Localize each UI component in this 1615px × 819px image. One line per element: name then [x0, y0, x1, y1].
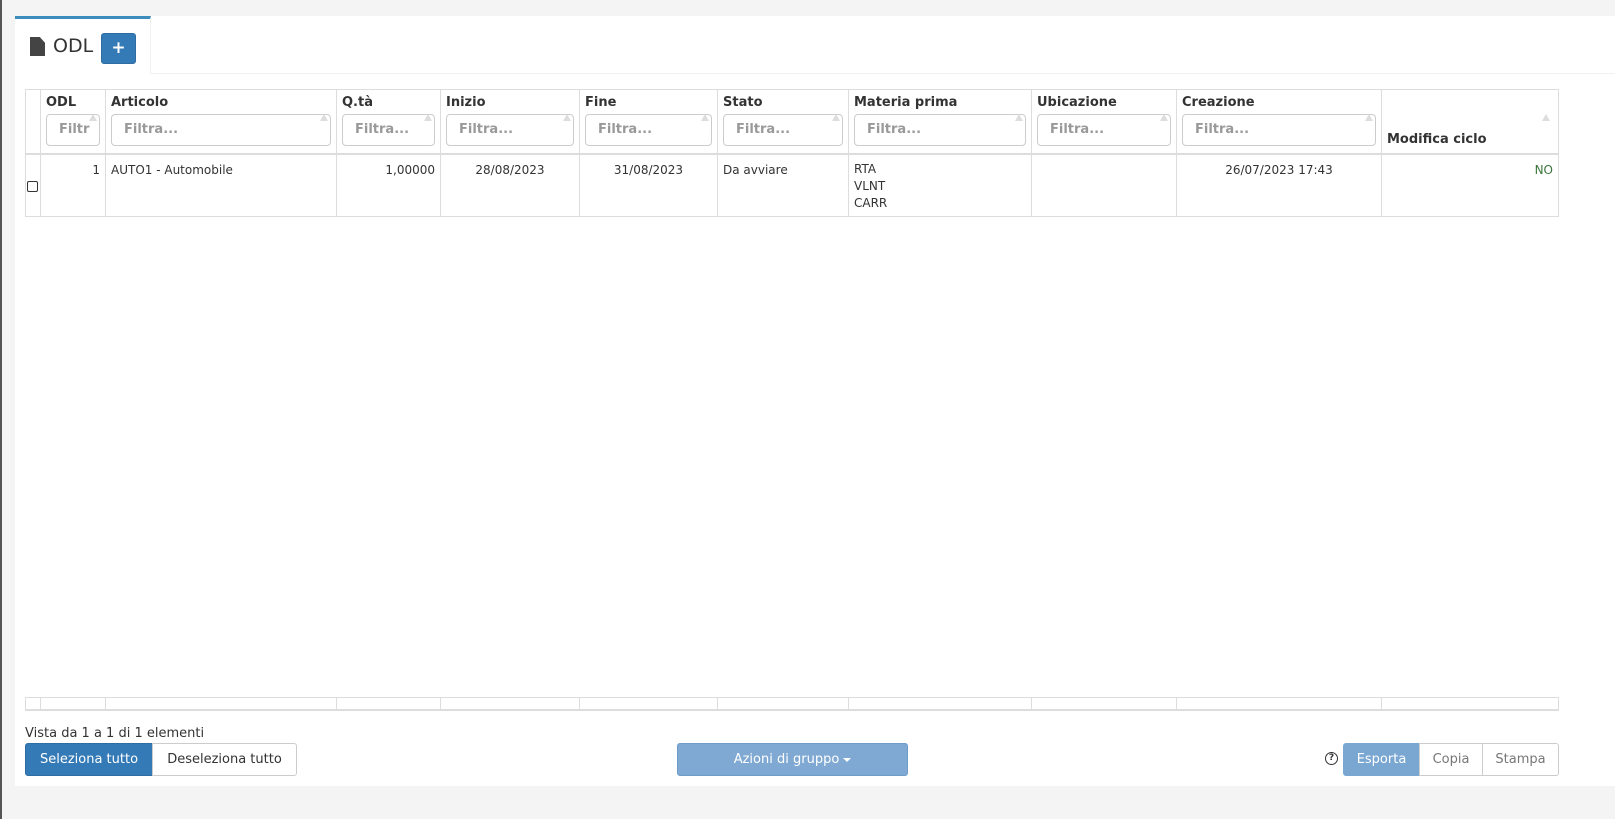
col-odl[interactable]: ODL Filtr	[40, 89, 106, 155]
main-panel: ODL + ODL Filtr Articolo Filtra... Q.tà Fil…	[15, 16, 1615, 786]
col-label: Inizio	[446, 95, 486, 110]
col-label: Ubicazione	[1037, 95, 1117, 110]
header-row: ODL Filtr Articolo Filtra... Q.tà Filtra...…	[25, 89, 1559, 155]
caret-down-icon	[843, 757, 852, 762]
sort-icon[interactable]	[832, 114, 840, 121]
filter-fine[interactable]: Filtra...	[585, 114, 712, 146]
col-label: Modifica ciclo	[1387, 131, 1487, 147]
select-column-header	[25, 89, 41, 155]
print-button[interactable]: Stampa	[1482, 743, 1559, 776]
select-all-button[interactable]: Seleziona tutto	[25, 743, 153, 776]
table-scroll-area	[26, 217, 1559, 698]
filter-materia-prima[interactable]: Filtra...	[854, 114, 1026, 146]
sort-icon[interactable]	[701, 114, 709, 121]
cell-ubicazione	[1031, 153, 1177, 217]
col-label: Stato	[723, 95, 763, 110]
cell-stato: Da avviare	[717, 153, 849, 217]
sort-icon[interactable]	[1542, 114, 1550, 121]
group-actions-label: Azioni di gruppo	[733, 752, 840, 767]
sort-icon[interactable]	[320, 114, 328, 121]
left-border	[0, 0, 2, 819]
materia-item: CARR	[854, 195, 888, 210]
filter-ubicazione[interactable]: Filtra...	[1037, 114, 1171, 146]
sort-icon[interactable]	[1015, 114, 1023, 121]
col-inizio[interactable]: Inizio Filtra...	[440, 89, 580, 155]
filter-articolo[interactable]: Filtra...	[111, 114, 331, 146]
row-checkbox-cell	[25, 153, 41, 217]
export-button[interactable]: Esporta	[1343, 743, 1420, 776]
filter-creazione[interactable]: Filtra...	[1182, 114, 1376, 146]
col-label: Fine	[585, 95, 617, 110]
filter-inizio[interactable]: Filtra...	[446, 114, 574, 146]
cell-modifica-ciclo: NO	[1381, 153, 1559, 217]
deselect-all-button[interactable]: Deseleziona tutto	[152, 743, 297, 776]
col-label: Materia prima	[854, 95, 958, 110]
filter-qta[interactable]: Filtra...	[342, 114, 435, 146]
help-icon[interactable]: ?	[1325, 752, 1338, 765]
cell-fine: 31/08/2023	[579, 153, 718, 217]
tab-odl[interactable]: ODL +	[15, 16, 151, 74]
table-info: Vista da 1 a 1 di 1 elementi	[25, 726, 205, 741]
materia-item: VLNT	[854, 178, 886, 193]
col-ubicazione[interactable]: Ubicazione Filtra...	[1031, 89, 1177, 155]
tab-title: ODL	[53, 35, 94, 57]
cell-materia-prima: RTA VLNT CARR	[848, 153, 1032, 217]
sort-icon[interactable]	[424, 114, 432, 121]
table-row[interactable]: 1 AUTO1 - Automobile 1,00000 28/08/2023 …	[25, 153, 1559, 217]
cell-articolo: AUTO1 - Automobile	[105, 153, 337, 217]
sort-icon[interactable]	[1160, 114, 1168, 121]
tab-bar: ODL +	[15, 16, 1615, 74]
cell-creazione: 26/07/2023 17:43	[1176, 153, 1382, 217]
cell-odl: 1	[40, 153, 106, 217]
sort-icon[interactable]	[1365, 114, 1373, 121]
col-modifica-ciclo[interactable]: Modifica ciclo	[1381, 89, 1559, 155]
col-creazione[interactable]: Creazione Filtra...	[1176, 89, 1382, 155]
group-actions-button[interactable]: Azioni di gruppo	[677, 743, 908, 776]
cell-qta: 1,00000	[336, 153, 441, 217]
col-label: Articolo	[111, 95, 169, 110]
col-qta[interactable]: Q.tà Filtra...	[336, 89, 441, 155]
col-articolo[interactable]: Articolo Filtra...	[105, 89, 337, 155]
filter-stato[interactable]: Filtra...	[723, 114, 843, 146]
col-label: ODL	[46, 95, 77, 110]
row-checkbox[interactable]	[27, 180, 38, 192]
odl-table: ODL Filtr Articolo Filtra... Q.tà Filtra...…	[25, 89, 1559, 711]
col-label: Q.tà	[342, 95, 373, 110]
add-odl-button[interactable]: +	[101, 33, 136, 64]
file-icon	[30, 37, 45, 56]
copy-button[interactable]: Copia	[1419, 743, 1483, 776]
col-fine[interactable]: Fine Filtra...	[579, 89, 718, 155]
col-label: Creazione	[1182, 95, 1255, 110]
materia-item: RTA	[854, 161, 877, 176]
col-materia-prima[interactable]: Materia prima Filtra...	[848, 89, 1032, 155]
sort-icon[interactable]	[563, 114, 571, 121]
table-footer-row	[25, 697, 1559, 711]
sort-icon[interactable]	[89, 114, 97, 121]
col-stato[interactable]: Stato Filtra...	[717, 89, 849, 155]
cell-inizio: 28/08/2023	[440, 153, 580, 217]
